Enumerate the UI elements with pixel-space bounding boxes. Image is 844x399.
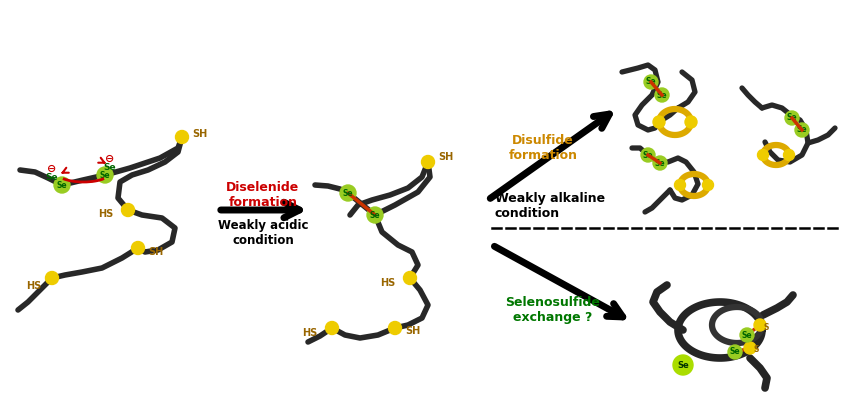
Circle shape — [366, 207, 382, 223]
Circle shape — [674, 180, 684, 190]
Circle shape — [743, 342, 755, 354]
Text: Se: Se — [656, 91, 667, 99]
Circle shape — [784, 111, 798, 125]
Text: SH: SH — [192, 129, 208, 139]
Text: Se: Se — [46, 174, 58, 182]
Circle shape — [794, 123, 808, 137]
Text: HS: HS — [98, 209, 113, 219]
Text: Disulfide
formation: Disulfide formation — [508, 134, 576, 162]
Circle shape — [672, 355, 692, 375]
Circle shape — [782, 150, 793, 160]
Text: S: S — [752, 346, 758, 354]
Circle shape — [46, 271, 58, 284]
Text: SH: SH — [405, 326, 420, 336]
Circle shape — [54, 177, 70, 193]
Circle shape — [652, 156, 666, 170]
Circle shape — [325, 322, 338, 334]
Circle shape — [684, 116, 696, 128]
Text: HS: HS — [26, 281, 41, 291]
Circle shape — [176, 130, 188, 144]
Text: HS: HS — [302, 328, 317, 338]
Circle shape — [756, 150, 767, 160]
Text: S: S — [762, 322, 768, 332]
Text: Se: Se — [654, 158, 664, 168]
Text: Se: Se — [676, 361, 688, 369]
Text: HS: HS — [380, 278, 395, 288]
Circle shape — [654, 88, 668, 102]
Circle shape — [652, 116, 664, 128]
Circle shape — [701, 180, 712, 190]
Circle shape — [122, 203, 134, 217]
Circle shape — [403, 271, 416, 284]
Circle shape — [132, 241, 144, 255]
Text: Weakly alkaline
condition: Weakly alkaline condition — [495, 192, 604, 220]
Text: Se: Se — [104, 164, 116, 172]
Circle shape — [643, 75, 657, 89]
Text: Se: Se — [343, 188, 353, 198]
Circle shape — [339, 185, 355, 201]
Circle shape — [728, 345, 741, 359]
Text: ⊖: ⊖ — [106, 154, 115, 164]
Circle shape — [97, 167, 113, 183]
Text: Se: Se — [57, 180, 68, 190]
Circle shape — [641, 148, 654, 162]
Text: Se: Se — [786, 113, 797, 122]
Text: Se: Se — [642, 150, 652, 160]
Text: Se: Se — [370, 211, 380, 219]
Text: Se: Se — [796, 126, 806, 134]
Text: Se: Se — [645, 77, 656, 87]
Text: ⊖: ⊖ — [47, 164, 57, 174]
Text: Se: Se — [100, 170, 111, 180]
Text: Weakly acidic
condition: Weakly acidic condition — [218, 219, 308, 247]
Circle shape — [739, 328, 753, 342]
Text: Diselenide
formation: Diselenide formation — [226, 181, 300, 209]
Circle shape — [753, 319, 766, 331]
Circle shape — [388, 322, 401, 334]
Text: SH: SH — [149, 247, 164, 257]
Circle shape — [421, 156, 434, 168]
Text: Se: Se — [741, 330, 751, 340]
Text: Selenosulfide
exchange ?: Selenosulfide exchange ? — [505, 296, 600, 324]
Text: Se: Se — [729, 348, 739, 356]
Text: SH: SH — [438, 152, 453, 162]
